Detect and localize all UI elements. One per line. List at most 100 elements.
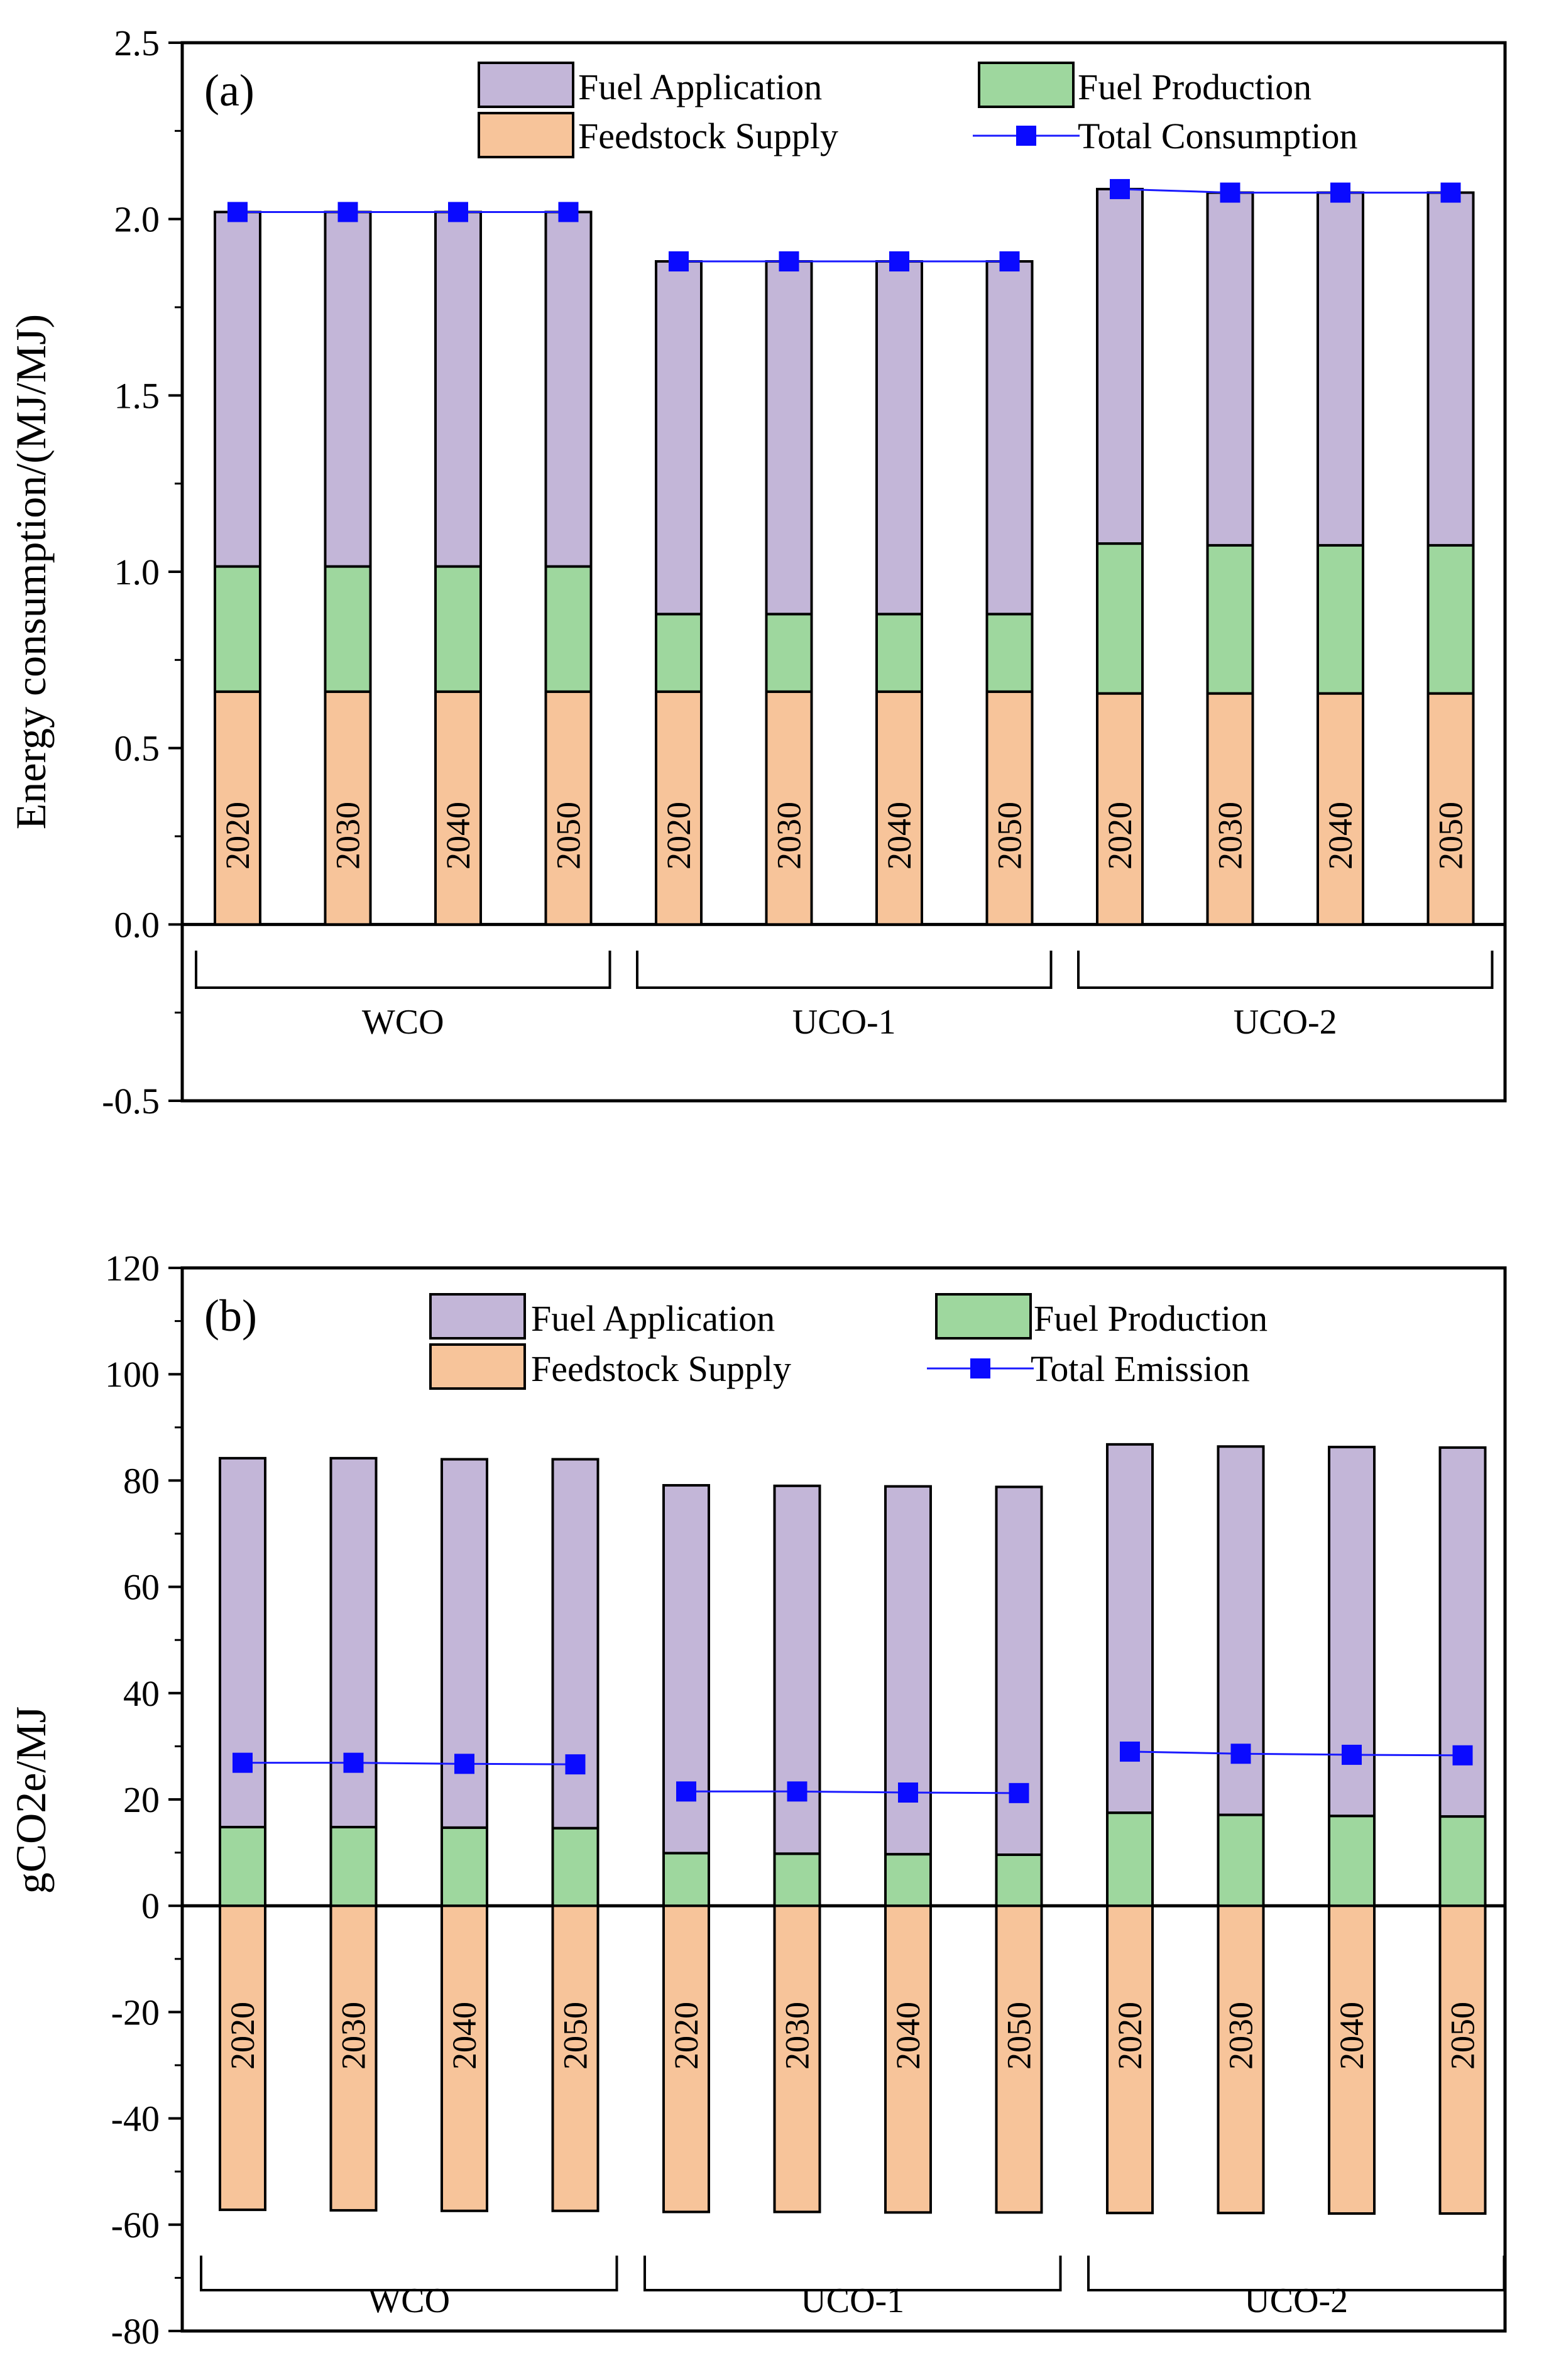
bar-year-label: 2030 [1212, 802, 1249, 870]
bar-fuel-production [434, 565, 482, 693]
bar-year-label: 2020 [660, 802, 698, 870]
bar-year-label: 2040 [889, 2002, 927, 2070]
y-tick-label: 20 [123, 1779, 160, 1820]
legend-swatch [429, 1343, 526, 1390]
bar-fuel-application [765, 260, 813, 616]
bar-feedstock-supply [1426, 692, 1475, 926]
bar-year-label: 2040 [1322, 802, 1359, 870]
bar-year-label: 2030 [335, 2002, 373, 2070]
bar-fuel-production [985, 613, 1034, 693]
total-line [1129, 1750, 1463, 1757]
y-tick-label: 80 [123, 1460, 160, 1501]
bar-feedstock-supply [324, 690, 372, 926]
bar-year-label: 2020 [1111, 2002, 1149, 2070]
bar-feedstock-supply [995, 1904, 1043, 2214]
bar-fuel-production [324, 565, 372, 693]
y-tick-label: 1.0 [114, 552, 160, 592]
bar-fuel-production [219, 1825, 266, 1908]
bar-fuel-production [1317, 543, 1364, 695]
legend-swatch [978, 62, 1075, 108]
bar-year-label: 2040 [1333, 2002, 1371, 2070]
bar-fuel-application [655, 260, 703, 616]
total-marker [1440, 182, 1461, 203]
bar-fuel-production [765, 613, 813, 693]
bar-fuel-production [1206, 543, 1254, 695]
bar-year-label: 2050 [1000, 2002, 1038, 2070]
total-line [243, 1762, 576, 1766]
legend-label: Total Consumption [1078, 116, 1357, 156]
y-tick-label: 100 [105, 1354, 160, 1395]
bar-feedstock-supply [214, 690, 261, 926]
bar-year-label: 2020 [1101, 802, 1139, 870]
total-line [1119, 188, 1451, 194]
y-axis-title: gCO2e/MJ [7, 1706, 55, 1894]
bar-feedstock-supply [329, 1904, 378, 2212]
total-marker [1452, 1745, 1473, 1766]
bar-fuel-application [1206, 191, 1254, 547]
bar-feedstock-supply [434, 690, 482, 926]
bar-year-label: 2020 [224, 2002, 261, 2070]
total-marker [1110, 178, 1130, 199]
legend-label: Fuel Production [1078, 67, 1311, 107]
bar-fuel-production [875, 613, 923, 693]
legend-label: Feedstock Supply [531, 1348, 791, 1389]
bar-feedstock-supply [1096, 692, 1144, 926]
total-marker [1330, 182, 1350, 203]
total-marker [676, 1781, 696, 1802]
bar-fuel-application [214, 210, 261, 568]
y-axis-title: Energy consumption/(MJ/MJ) [7, 314, 55, 829]
y-tick-label: 1.5 [114, 375, 160, 416]
bar-year-label: 2050 [1444, 2002, 1482, 2070]
legend-swatch [478, 62, 574, 108]
legend-marker [1016, 126, 1036, 146]
total-marker [558, 202, 579, 222]
y-tick-label: -20 [111, 1992, 160, 2033]
y-tick-label: 2.5 [114, 23, 160, 63]
total-marker [565, 1754, 586, 1775]
y-tick-label: 120 [105, 1248, 160, 1289]
group-bracket [195, 951, 611, 989]
group-label: WCO [362, 1003, 444, 1042]
total-marker [233, 1752, 253, 1773]
bar-fuel-production [1106, 1811, 1154, 1908]
total-marker [1120, 1741, 1140, 1762]
bar-year-label: 2020 [667, 2002, 705, 2070]
bar-year-label: 2050 [550, 802, 588, 870]
bar-year-label: 2030 [1222, 2002, 1260, 2070]
bar-feedstock-supply [655, 690, 703, 926]
bar-year-label: 2030 [779, 2002, 816, 2070]
total-marker [999, 251, 1020, 272]
group-label: UCO-1 [801, 2281, 904, 2320]
bar-fuel-production [662, 1852, 710, 1908]
group-bracket [636, 951, 1053, 989]
bar-year-label: 2040 [446, 2002, 483, 2070]
y-tick-label: 2.0 [114, 199, 160, 240]
bar-fuel-production [441, 1826, 488, 1908]
bar-year-label: 2050 [557, 2002, 594, 2070]
total-marker [787, 1781, 808, 1802]
total-marker [448, 202, 468, 222]
bar-fuel-application [875, 260, 923, 616]
bar-feedstock-supply [1106, 1904, 1154, 2215]
y-tick-label: -0.5 [102, 1081, 160, 1122]
bar-fuel-production [655, 613, 703, 693]
bar-feedstock-supply [1328, 1904, 1376, 2215]
total-marker [898, 1782, 918, 1803]
y-tick-label: -80 [111, 2311, 160, 2352]
bar-fuel-application [985, 260, 1034, 616]
total-marker [889, 251, 909, 272]
bar-fuel-production [1426, 543, 1475, 695]
legend-marker [970, 1358, 990, 1378]
panel-label: (a) [204, 65, 255, 116]
bar-fuel-production [551, 1826, 600, 1908]
bar-fuel-application [1317, 191, 1364, 547]
legend-label: Total Emission [1031, 1348, 1250, 1389]
bar-feedstock-supply [1206, 692, 1254, 926]
bar-year-label: 2030 [329, 802, 367, 870]
bar-fuel-application [1096, 187, 1144, 545]
bar-fuel-production [544, 565, 593, 693]
bar-fuel-application [544, 210, 593, 568]
bar-fuel-production [773, 1852, 821, 1908]
total-marker [669, 251, 689, 272]
